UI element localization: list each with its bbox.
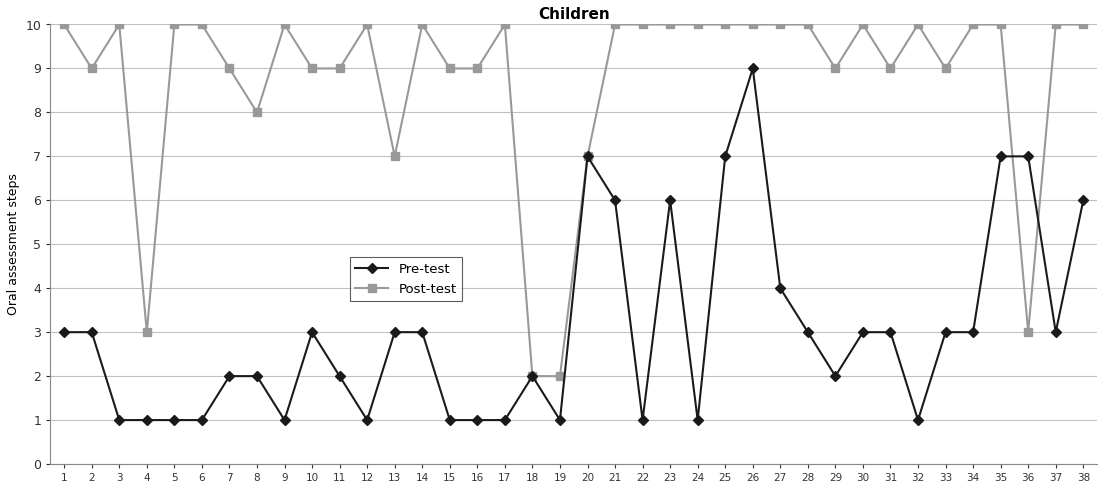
Pre-test bbox=[719, 153, 732, 159]
Post-test bbox=[719, 22, 732, 27]
Post-test bbox=[857, 22, 870, 27]
Pre-test bbox=[829, 373, 842, 379]
Pre-test bbox=[1049, 329, 1062, 335]
Post-test bbox=[581, 153, 594, 159]
Pre-test bbox=[774, 285, 787, 291]
Pre-test bbox=[415, 329, 428, 335]
Pre-test bbox=[802, 329, 815, 335]
Post-test bbox=[884, 66, 898, 72]
Pre-test bbox=[608, 197, 622, 203]
Post-test bbox=[306, 66, 319, 72]
Post-test bbox=[113, 22, 126, 27]
Pre-test bbox=[636, 417, 649, 423]
Pre-test bbox=[306, 329, 319, 335]
Pre-test bbox=[938, 329, 952, 335]
Pre-test bbox=[664, 197, 677, 203]
Pre-test bbox=[85, 329, 98, 335]
Post-test bbox=[526, 373, 539, 379]
Post-test bbox=[278, 22, 291, 27]
Post-test bbox=[57, 22, 71, 27]
Post-test bbox=[664, 22, 677, 27]
Post-test bbox=[251, 109, 264, 115]
Pre-test bbox=[884, 329, 898, 335]
Post-test bbox=[966, 22, 979, 27]
Pre-test bbox=[223, 373, 236, 379]
Pre-test bbox=[1021, 153, 1034, 159]
Pre-test bbox=[57, 329, 71, 335]
Y-axis label: Oral assessment steps: Oral assessment steps bbox=[7, 173, 20, 315]
Post-test bbox=[195, 22, 209, 27]
Pre-test bbox=[113, 417, 126, 423]
Post-test bbox=[361, 22, 374, 27]
Post-test bbox=[168, 22, 181, 27]
Pre-test bbox=[912, 417, 925, 423]
Post-test bbox=[994, 22, 1007, 27]
Post-test bbox=[470, 66, 484, 72]
Post-test bbox=[912, 22, 925, 27]
Post-test bbox=[223, 66, 236, 72]
Post-test bbox=[389, 153, 402, 159]
Post-test bbox=[608, 22, 622, 27]
Post-test bbox=[691, 22, 704, 27]
Line: Pre-test: Pre-test bbox=[61, 65, 1086, 423]
Legend: Pre-test, Post-test: Pre-test, Post-test bbox=[350, 257, 463, 301]
Pre-test bbox=[526, 373, 539, 379]
Post-test bbox=[1049, 22, 1062, 27]
Pre-test bbox=[581, 153, 594, 159]
Post-test bbox=[415, 22, 428, 27]
Pre-test bbox=[498, 417, 511, 423]
Post-test bbox=[140, 329, 153, 335]
Pre-test bbox=[443, 417, 456, 423]
Post-test bbox=[829, 66, 842, 72]
Pre-test bbox=[168, 417, 181, 423]
Pre-test bbox=[857, 329, 870, 335]
Pre-test bbox=[333, 373, 347, 379]
Post-test bbox=[774, 22, 787, 27]
Pre-test bbox=[361, 417, 374, 423]
Line: Post-test: Post-test bbox=[60, 20, 1087, 380]
Pre-test bbox=[746, 66, 760, 72]
Post-test bbox=[498, 22, 511, 27]
Pre-test bbox=[1076, 197, 1090, 203]
Pre-test bbox=[966, 329, 979, 335]
Post-test bbox=[1076, 22, 1090, 27]
Title: Children: Children bbox=[538, 7, 609, 22]
Post-test bbox=[1021, 329, 1034, 335]
Pre-test bbox=[278, 417, 291, 423]
Pre-test bbox=[195, 417, 209, 423]
Pre-test bbox=[389, 329, 402, 335]
Pre-test bbox=[251, 373, 264, 379]
Post-test bbox=[443, 66, 456, 72]
Pre-test bbox=[553, 417, 566, 423]
Post-test bbox=[553, 373, 566, 379]
Pre-test bbox=[994, 153, 1007, 159]
Pre-test bbox=[140, 417, 153, 423]
Post-test bbox=[746, 22, 760, 27]
Post-test bbox=[333, 66, 347, 72]
Post-test bbox=[802, 22, 815, 27]
Post-test bbox=[636, 22, 649, 27]
Pre-test bbox=[691, 417, 704, 423]
Pre-test bbox=[470, 417, 484, 423]
Post-test bbox=[85, 66, 98, 72]
Post-test bbox=[938, 66, 952, 72]
